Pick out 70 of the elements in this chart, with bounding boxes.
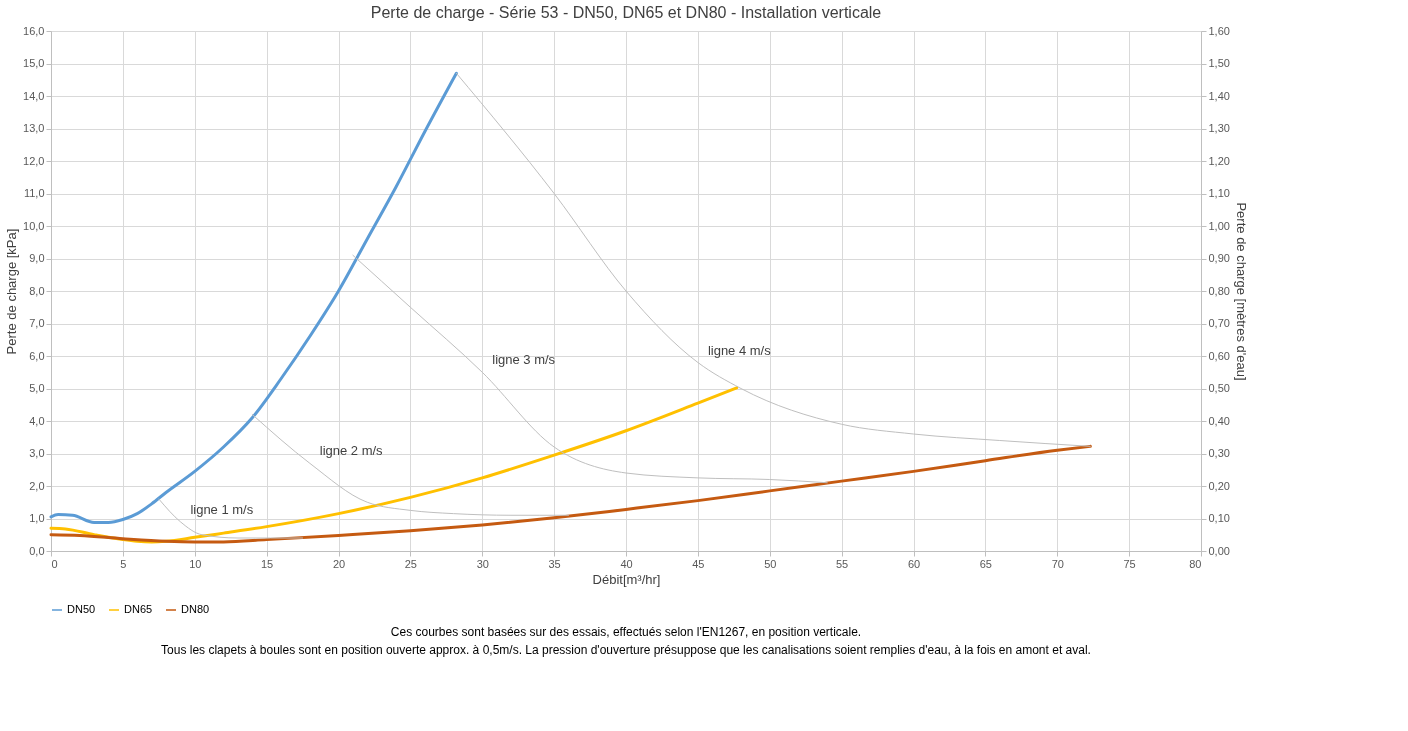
legend-label: DN80 — [181, 603, 210, 615]
y-tick-label: 0,0 — [29, 544, 45, 557]
y2-tick-label: 0,90 — [1208, 252, 1230, 264]
line-series — [251, 414, 569, 516]
y2-axis-title: Perte de charge [mètres d'eau] — [1233, 202, 1249, 381]
annotation: ligne 3 m/s — [492, 352, 556, 368]
x-tick-label: 65 — [979, 557, 992, 570]
y2-tick-label: 0,40 — [1208, 414, 1230, 427]
y2-tick-label: 1,00 — [1208, 219, 1230, 232]
y-tick-label: 3,0 — [29, 447, 45, 459]
x-tick-label: 50 — [764, 557, 777, 570]
y-tick-label: 5,0 — [29, 382, 45, 394]
legend-label: DN50 — [67, 603, 96, 615]
y-tick-label: 11,0 — [23, 187, 45, 199]
x-axis-title: Débit[m³/hr] — [592, 571, 661, 587]
text: Ces courbes sont basées sur des essais, effectués selon l'EN1267, en position verticale. — [390, 625, 862, 639]
x-tick-label: 75 — [1123, 557, 1136, 570]
y-tick-label: 4,0 — [29, 414, 45, 427]
y-tick-label: 1,0 — [29, 512, 45, 524]
y-tick-label: 7,0 — [29, 317, 45, 329]
y-tick-label: 12,0 — [23, 154, 45, 167]
line-series — [158, 498, 304, 539]
x-tick-label: 45 — [692, 557, 705, 570]
chart-title: Perte de charge - Série 53 - DN50, DN65 et DN80 - Installation verticale — [370, 4, 882, 21]
annotation: ligne 1 m/s — [190, 501, 254, 517]
y2-tick-label: 0,60 — [1208, 349, 1230, 362]
y2-tick-label: 1,30 — [1208, 122, 1230, 134]
x-tick-label: 80 — [1189, 557, 1202, 570]
line-series — [455, 72, 1091, 447]
line-series — [49, 444, 1092, 544]
y-tick-label: 9,0 — [29, 252, 45, 264]
annotation: ligne 4 m/s — [707, 342, 772, 358]
y2-tick-label: 1,20 — [1208, 154, 1230, 167]
y2-tick-label: 0,80 — [1208, 284, 1230, 297]
y-tick-label: 2,0 — [29, 479, 45, 492]
y-tick-label: 16,0 — [23, 24, 45, 37]
y2-tick-label: 0,00 — [1208, 544, 1230, 557]
y-tick-label: 8,0 — [29, 284, 45, 297]
y-tick-label: 13,0 — [23, 122, 45, 134]
y2-tick-label: 1,50 — [1208, 57, 1230, 69]
y-axis-title: Perte de charge [kPa] — [4, 228, 20, 355]
y2-tick-label: 1,40 — [1208, 89, 1230, 102]
x-tick-label: 10 — [189, 557, 202, 570]
y2-tick-label: 0,20 — [1208, 479, 1230, 492]
y-tick-label: 6,0 — [29, 349, 45, 362]
annotation: ligne 2 m/s — [319, 443, 384, 459]
x-tick-label: 0 — [51, 557, 58, 570]
y2-tick-label: 0,70 — [1208, 317, 1230, 329]
y2-tick-label: 0,10 — [1208, 512, 1230, 524]
x-tick-label: 30 — [476, 557, 489, 570]
y-tick-label: 14,0 — [23, 89, 45, 102]
x-tick-label: 60 — [907, 557, 921, 570]
x-tick-label: 25 — [404, 557, 417, 570]
x-tick-label: 20 — [332, 557, 346, 570]
x-tick-label: 40 — [620, 557, 633, 570]
y2-tick-label: 1,10 — [1208, 187, 1230, 199]
line-series — [352, 254, 828, 484]
line-series — [49, 71, 458, 524]
legend-label: DN65 — [124, 603, 153, 615]
x-tick-label: 35 — [548, 557, 561, 570]
y-tick-label: 15,0 — [23, 57, 45, 69]
y-tick-label: 10,0 — [23, 219, 45, 232]
x-tick-label: 55 — [836, 557, 849, 570]
y2-tick-label: 1,60 — [1208, 24, 1230, 37]
y2-tick-label: 0,30 — [1208, 447, 1230, 459]
y2-tick-label: 0,50 — [1208, 382, 1230, 394]
x-tick-label: 15 — [261, 557, 274, 570]
x-tick-label: 5 — [120, 557, 127, 570]
text: Tous les clapets à boules sont en position ouverte approx. à 0,5m/s. La pression d'ouverture présuppose que les canalisations soient remplies d'eau, à la fois en amont et aval. — [161, 643, 1091, 657]
x-tick-label: 70 — [1051, 557, 1064, 570]
